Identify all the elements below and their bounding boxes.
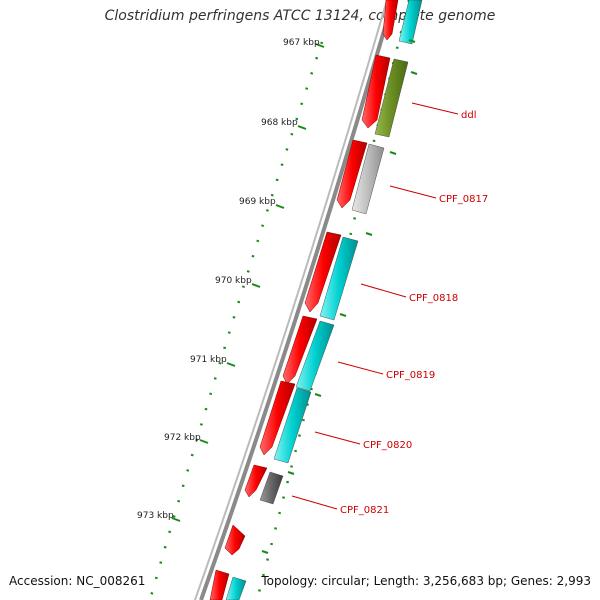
gene-arrow-cpf-0820[interactable] (259, 380, 296, 456)
scale-tick-973 (171, 517, 181, 522)
scale-tick-969 (275, 204, 285, 209)
cog-bar-cyan[interactable] (273, 387, 312, 464)
gene-arrow[interactable] (224, 524, 246, 556)
kbp-label-969: 969 kbp (239, 197, 276, 207)
map-title: Clostridium perfringens ATCC 13124, comp… (104, 8, 496, 24)
cog-bar-cyan[interactable] (295, 320, 335, 392)
leader-cpf-0820 (314, 431, 361, 445)
cog-bar-olive[interactable] (374, 58, 409, 138)
scale-tick-971 (226, 362, 236, 367)
cog-bar-cyan[interactable] (398, 0, 423, 45)
gene-label-ddl[interactable]: ddl (461, 110, 476, 121)
gene-label-cpf-0820[interactable]: CPF_0820 (363, 440, 412, 451)
outer-dashes (261, 39, 418, 554)
leader-cpf-0821 (291, 495, 338, 510)
kbp-label-971: 971 kbp (190, 355, 227, 365)
scale-tick-970 (251, 283, 261, 288)
scale-tick-972 (199, 439, 209, 444)
leader-cpf-0817 (389, 185, 437, 199)
kbp-label-970: 970 kbp (215, 276, 252, 286)
gene-arrow-ddl[interactable] (361, 54, 391, 129)
cog-bar-dark-gray[interactable] (259, 471, 284, 505)
gene-arrow-cpf-0821[interactable] (244, 464, 268, 498)
gene-arrow-cpf-0817[interactable] (336, 139, 368, 209)
gene-label-cpf-0818[interactable]: CPF_0818 (409, 293, 458, 304)
backbone-inner (194, 0, 388, 600)
gene-label-cpf-0819[interactable]: CPF_0819 (386, 370, 435, 381)
cog-track (225, 0, 423, 600)
backbone-outer (199, 0, 395, 600)
leader-cpf-0819 (337, 361, 384, 375)
gene-arrow-cpf-0818[interactable] (304, 231, 342, 313)
gene-arrow[interactable] (382, 0, 399, 41)
cog-bar-light-gray[interactable] (351, 143, 385, 215)
kbp-label-972: 972 kbp (164, 433, 201, 443)
scale-tick-967 (315, 43, 325, 48)
gene-arrow-cpf-0819[interactable] (282, 315, 318, 385)
accession-text: Accession: NC_008261 (9, 574, 146, 588)
genome-summary-text: Topology: circular; Length: 3,256,683 bp… (261, 574, 591, 588)
cds-track (209, 0, 399, 600)
leader-lines (291, 102, 459, 510)
cog-bar-cyan[interactable] (225, 576, 247, 600)
cog-bar-cyan[interactable] (319, 236, 359, 321)
gene-label-cpf-0817[interactable]: CPF_0817 (439, 194, 488, 205)
leader-ddl (411, 102, 459, 115)
kbp-label-968: 968 kbp (261, 118, 298, 128)
scale-dotted-track (148, 41, 324, 600)
kbp-label-967: 967 kbp (283, 38, 320, 48)
gene-arrow[interactable] (209, 569, 230, 600)
scale-ticks (171, 43, 325, 522)
scale-tick-968 (297, 125, 307, 130)
kbp-label-973: 973 kbp (137, 511, 174, 521)
leader-cpf-0818 (360, 283, 407, 298)
gene-label-cpf-0821[interactable]: CPF_0821 (340, 505, 389, 516)
